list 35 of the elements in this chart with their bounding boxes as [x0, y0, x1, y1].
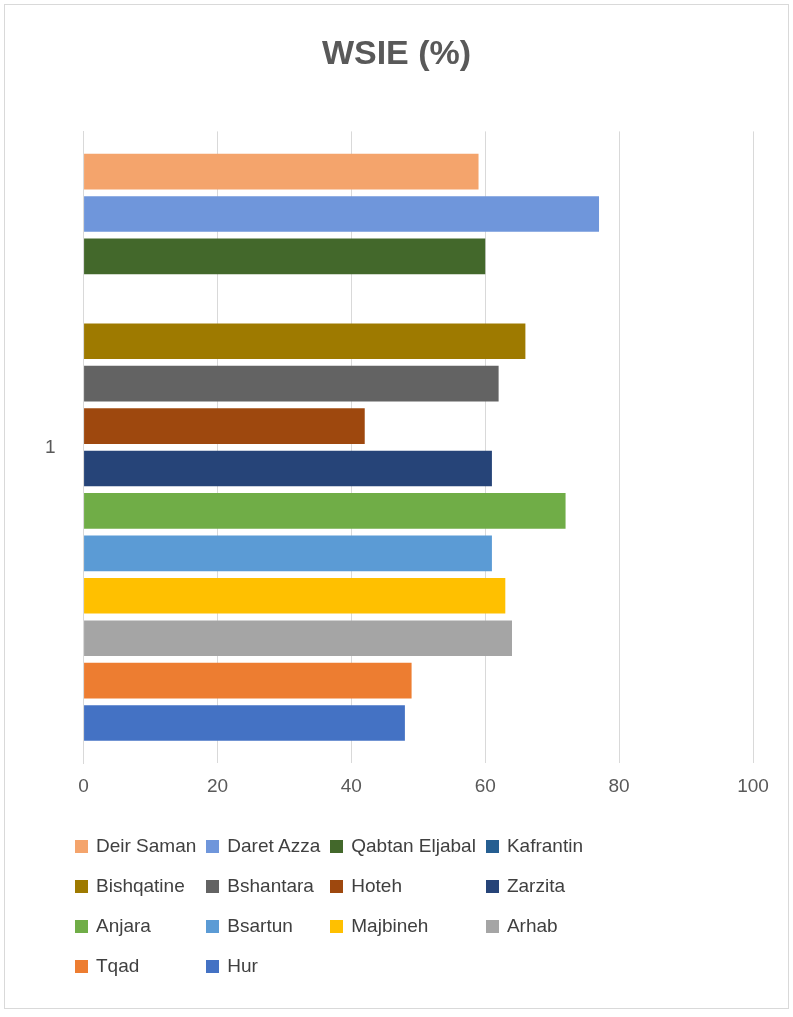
legend-label: Arhab — [506, 915, 558, 937]
bar — [84, 365, 499, 402]
bar — [84, 450, 492, 487]
x-tick-label: 20 — [206, 774, 229, 796]
x-tick-label: 60 — [474, 774, 496, 796]
legend-label: Kafrantin — [506, 835, 583, 857]
legend-label: Zarzita — [506, 875, 565, 897]
legend-label: Daret Azza — [227, 835, 321, 857]
bar — [84, 196, 600, 232]
y-tick-label: 1 — [44, 435, 56, 457]
x-tick-label: 40 — [340, 774, 362, 796]
bar — [84, 620, 512, 657]
x-tick-label: 0 — [78, 774, 89, 796]
x-tick-label: 80 — [608, 774, 630, 796]
bar — [84, 662, 412, 699]
legend-label: Deir Saman — [96, 835, 197, 857]
legend-label: Tqad — [96, 955, 140, 977]
bar — [84, 238, 486, 275]
legend-label: Bshantara — [227, 875, 314, 897]
legend-label: Anjara — [96, 915, 151, 937]
bar — [84, 493, 566, 529]
legend-label: Hur — [227, 955, 258, 977]
bar — [84, 153, 479, 190]
bar — [84, 705, 405, 741]
legend-label: Bishqatine — [96, 875, 185, 897]
legend-label: Majbineh — [351, 915, 429, 937]
chart-title: WSIE (%) — [320, 33, 473, 72]
legend-label: Qabtan Eljabal — [351, 835, 476, 857]
legend-label: Bsartun — [227, 915, 293, 937]
bar — [84, 577, 506, 614]
bar — [84, 323, 526, 360]
x-tick-label: 100 — [737, 774, 769, 796]
bar — [84, 535, 492, 572]
bar — [84, 408, 365, 444]
legend-label: Hoteh — [351, 875, 402, 897]
